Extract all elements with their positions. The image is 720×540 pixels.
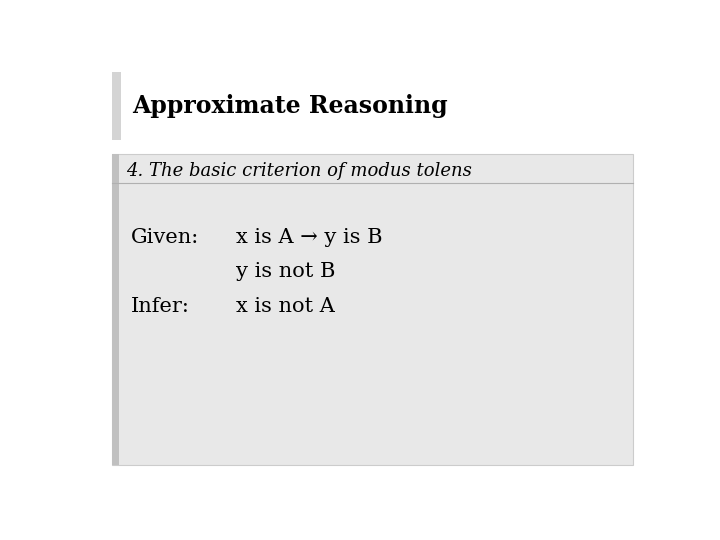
- Bar: [90, 65, 648, 148]
- Bar: [112, 154, 120, 465]
- Text: 4. The basic criterion of modus tolens: 4. The basic criterion of modus tolens: [126, 162, 472, 180]
- Bar: [112, 72, 121, 140]
- Text: x is not A: x is not A: [235, 297, 335, 316]
- Text: Given:: Given:: [131, 228, 199, 247]
- Text: Infer:: Infer:: [131, 297, 190, 316]
- Text: Approximate Reasoning: Approximate Reasoning: [132, 94, 449, 118]
- Bar: [112, 154, 632, 465]
- Text: y is not B: y is not B: [235, 262, 335, 281]
- Text: x is A → y is B: x is A → y is B: [235, 228, 382, 247]
